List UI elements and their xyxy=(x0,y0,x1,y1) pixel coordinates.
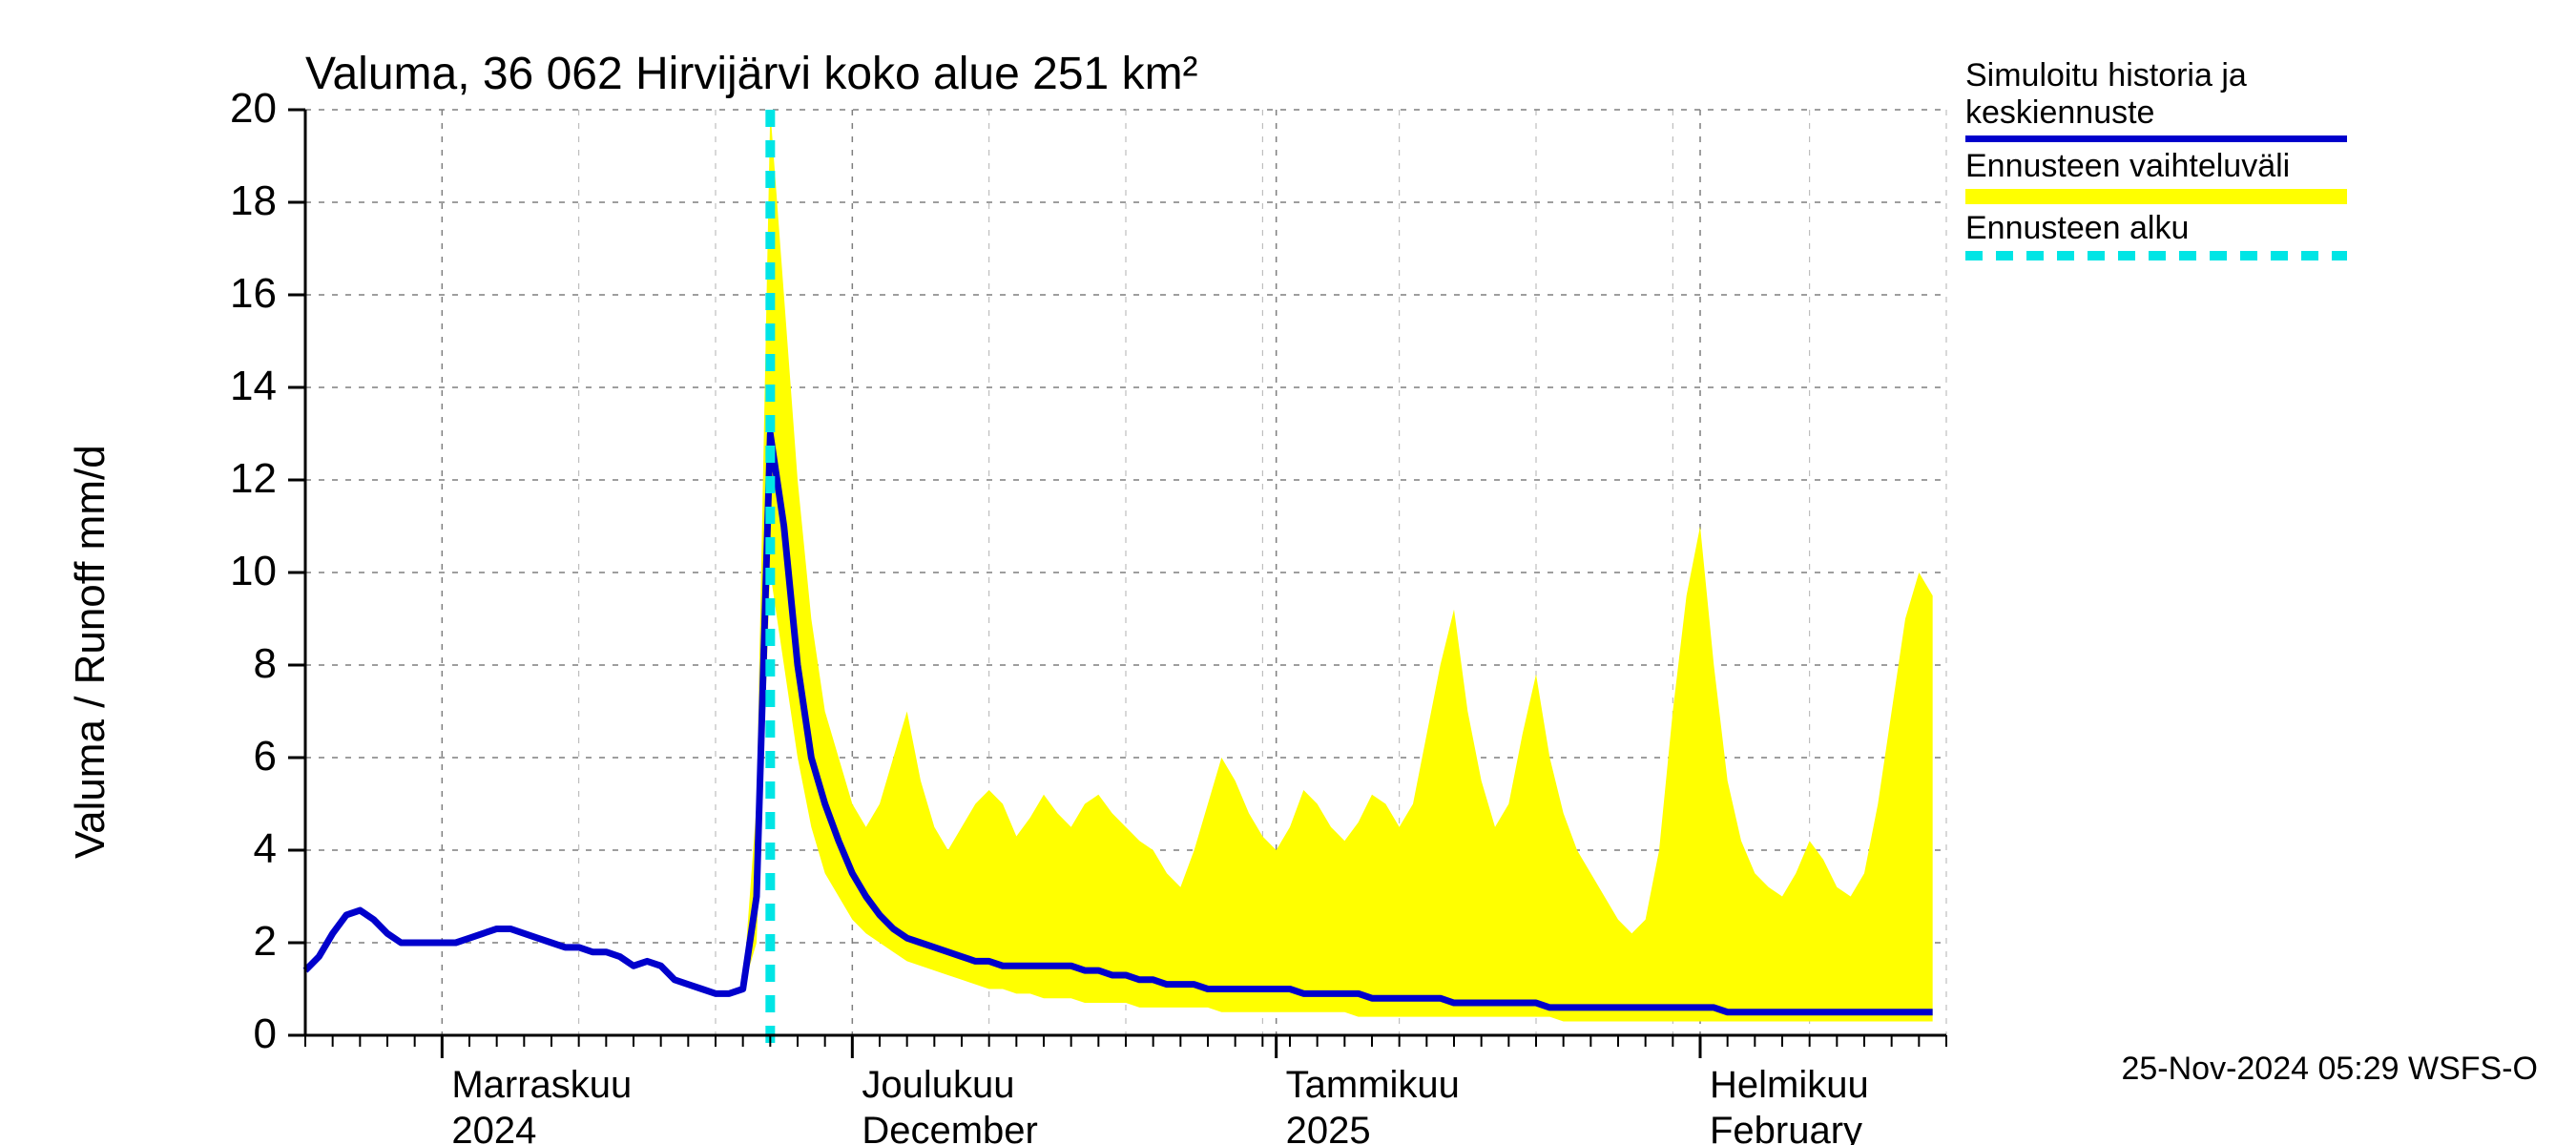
timestamp-label: 25-Nov-2024 05:29 WSFS-O xyxy=(2121,1051,2538,1088)
legend-item: Ennusteen alku xyxy=(1965,210,2347,260)
legend-text: Ennusteen vaihteluväli xyxy=(1965,148,2347,185)
legend: Simuloitu historia jakeskiennuste Ennuste… xyxy=(1965,57,2347,266)
legend-swatch xyxy=(1965,189,2347,204)
legend-text: Ennusteen alku xyxy=(1965,210,2347,247)
legend-swatch xyxy=(1965,251,2347,260)
legend-text: Simuloitu historia ja xyxy=(1965,57,2347,94)
legend-swatch xyxy=(1965,135,2347,142)
legend-text: keskiennuste xyxy=(1965,94,2347,132)
chart-container: Valuma / Runoff mm/d Valuma, 36 062 Hirv… xyxy=(0,0,2576,1145)
legend-item: Ennusteen vaihteluväli xyxy=(1965,148,2347,204)
legend-item: Simuloitu historia jakeskiennuste xyxy=(1965,57,2347,142)
